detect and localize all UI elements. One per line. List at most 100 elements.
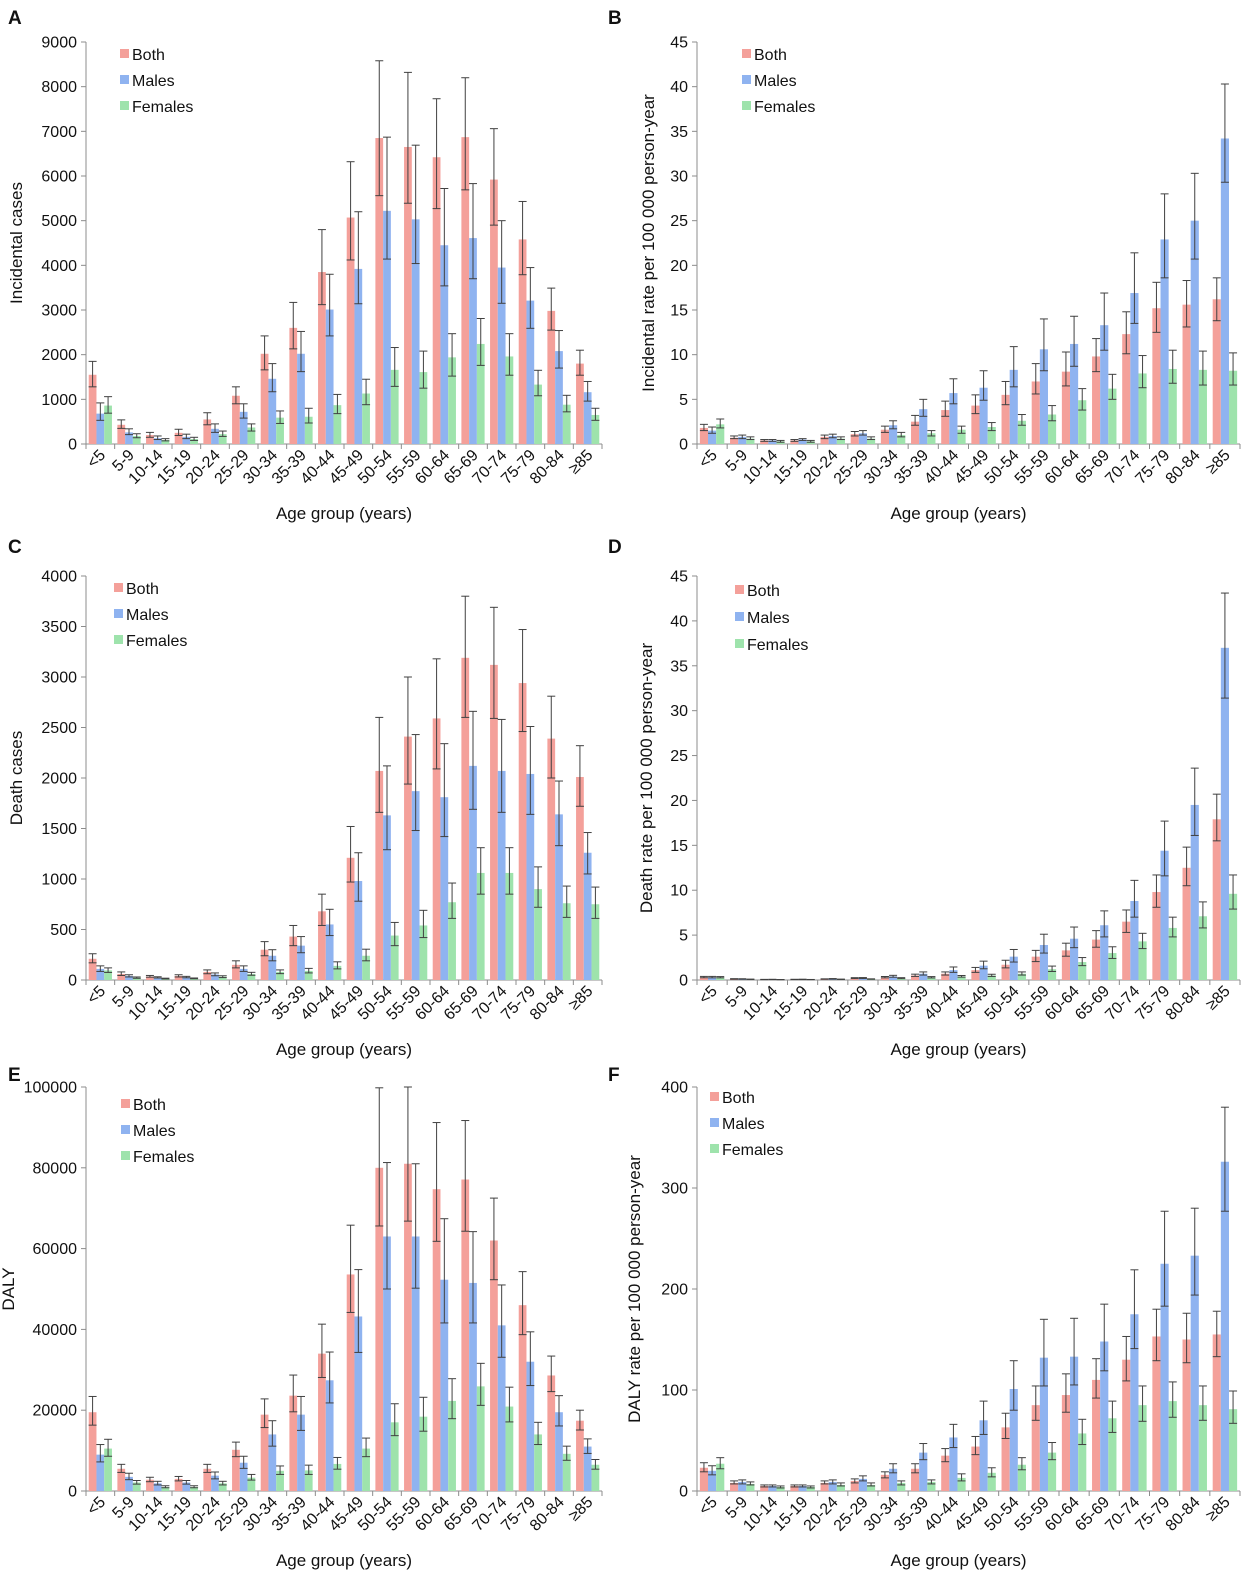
- bar-females-16: [1198, 369, 1207, 444]
- bar-females-10: [1017, 1464, 1026, 1491]
- bar-males-7: [297, 1414, 305, 1491]
- bar-males-10: [1009, 369, 1018, 444]
- bar-males-17: [583, 392, 592, 444]
- bar-both-15: [518, 239, 527, 444]
- bar-both-16: [1182, 867, 1191, 980]
- bar-males-7: [297, 945, 305, 980]
- bar-males-8: [325, 924, 334, 980]
- legend-label-females: Females: [133, 1149, 194, 1166]
- bar-females-5: [247, 973, 256, 980]
- bar-males-9: [979, 1420, 988, 1491]
- bar-males-6: [268, 1434, 277, 1491]
- y-tick-label: 100: [661, 1383, 688, 1400]
- y-tick-label: 400: [661, 1080, 688, 1097]
- x-tick-label: <5: [696, 447, 721, 472]
- bar-both-0: [699, 427, 709, 444]
- bar-males-12: [1070, 343, 1079, 444]
- panel-label: C: [8, 537, 22, 558]
- y-tick-label: 0: [68, 973, 77, 990]
- bar-both-10: [1001, 964, 1010, 980]
- bar-both-7: [911, 975, 920, 980]
- y-tick-label: 45: [670, 35, 688, 52]
- y-tick-label: 0: [68, 437, 77, 454]
- y-tick-label: 7000: [41, 124, 77, 141]
- bar-both-5: [850, 1480, 859, 1491]
- y-tick-label: 40: [670, 79, 688, 96]
- bar-females-3: [190, 439, 198, 444]
- bar-both-2: [760, 1485, 769, 1491]
- bar-both-16: [1182, 1339, 1191, 1491]
- bar-females-8: [957, 1477, 966, 1491]
- bar-both-17: [1212, 1334, 1221, 1491]
- bar-both-11: [1031, 1405, 1040, 1491]
- bar-both-10: [1001, 394, 1010, 444]
- bar-both-4: [820, 1482, 829, 1491]
- legend-swatch-males: [710, 1118, 719, 1127]
- bar-males-8: [325, 309, 334, 444]
- y-axis-title: Incidental cases: [7, 182, 26, 304]
- bar-both-14: [1122, 921, 1131, 980]
- legend-swatch-both: [735, 585, 744, 594]
- legend-swatch-both: [121, 1099, 130, 1108]
- y-tick-label: 4000: [41, 569, 77, 586]
- bar-both-7: [911, 1468, 920, 1491]
- bar-both-9: [346, 857, 355, 980]
- bar-males-11: [1039, 349, 1048, 444]
- y-tick-label: 20000: [33, 1403, 78, 1420]
- y-tick-label: 45: [670, 569, 688, 586]
- bar-females-1: [132, 1482, 141, 1491]
- bar-males-9: [979, 965, 988, 980]
- y-tick-label: 5: [679, 392, 688, 409]
- bar-females-15: [534, 384, 542, 444]
- bar-males-11: [411, 1236, 420, 1491]
- bar-females-14: [1138, 1405, 1147, 1491]
- bar-males-15: [526, 1361, 535, 1491]
- bar-both-17: [576, 363, 584, 444]
- bar-females-10: [1017, 973, 1026, 980]
- x-axis-title: Age group (years): [276, 504, 412, 523]
- y-tick-label: 25: [670, 213, 688, 230]
- bar-males-3: [798, 439, 807, 444]
- bar-females-11: [1047, 969, 1057, 980]
- bar-males-5: [858, 978, 867, 980]
- bar-both-2: [146, 435, 154, 444]
- bar-males-13: [1100, 325, 1109, 444]
- bar-both-17: [576, 776, 584, 980]
- y-tick-label: 2500: [41, 720, 77, 737]
- bar-males-16: [1190, 804, 1199, 980]
- bar-females-10: [390, 1422, 399, 1491]
- bar-both-6: [880, 977, 890, 980]
- bar-females-14: [505, 1406, 514, 1491]
- legend-label-females: Females: [722, 1142, 783, 1159]
- bar-males-15: [526, 773, 535, 980]
- bar-males-2: [768, 440, 777, 444]
- bar-males-4: [828, 435, 837, 444]
- bar-both-3: [790, 440, 799, 444]
- bar-males-0: [708, 430, 717, 444]
- bar-females-13: [1108, 388, 1117, 444]
- bar-females-12: [448, 1400, 456, 1491]
- bar-both-8: [318, 272, 326, 444]
- bar-both-10: [375, 1167, 384, 1491]
- bar-both-13: [1092, 356, 1101, 444]
- legend-label-females: Females: [126, 633, 187, 650]
- bar-females-2: [776, 1486, 785, 1491]
- legend-label-females: Females: [132, 99, 193, 116]
- legend-label-males: Males: [133, 1123, 176, 1140]
- bar-females-0: [716, 1463, 725, 1491]
- x-tick-label: <5: [696, 1494, 721, 1519]
- bar-both-13: [1092, 939, 1101, 980]
- y-tick-label: 35: [670, 124, 688, 141]
- bar-females-12: [1078, 962, 1087, 980]
- bar-females-8: [957, 976, 966, 980]
- bar-both-4: [203, 971, 212, 980]
- bar-males-5: [858, 433, 867, 444]
- bar-both-2: [760, 440, 769, 444]
- bar-males-13: [1100, 925, 1109, 980]
- bar-females-17: [591, 414, 600, 444]
- bar-both-15: [1152, 892, 1161, 980]
- bar-both-11: [1031, 381, 1040, 444]
- bar-males-9: [354, 268, 363, 444]
- bar-males-1: [125, 432, 133, 444]
- chart-panel-a: A 0 1000 2000 3000 4000 5000 6000 7000 8000 9000 In…: [7, 8, 603, 523]
